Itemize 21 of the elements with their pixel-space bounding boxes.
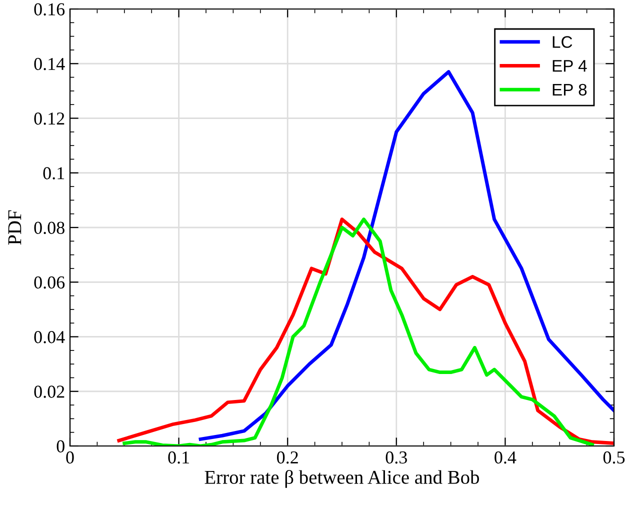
y-tick-label: 0.08: [34, 222, 64, 234]
x-tick-label: 0.2: [277, 451, 298, 464]
legend-label: LC: [552, 36, 572, 48]
x-tick-label: 0.1: [168, 451, 189, 464]
y-tick-label: 0.1: [43, 167, 64, 180]
x-tick-label: 0.5: [603, 451, 625, 464]
legend-label: EP 4: [552, 60, 587, 72]
x-tick-label: 0.4: [494, 451, 516, 464]
legend-label: EP 8: [552, 84, 587, 96]
x-tick-label: 0: [66, 451, 74, 464]
y-tick-label: 0.04: [34, 331, 65, 344]
y-axis-title: PDF: [8, 210, 22, 245]
x-tick-label: 0.3: [386, 451, 407, 464]
y-tick-label: 0.16: [34, 3, 65, 16]
y-tick-label: 0.06: [34, 276, 65, 289]
y-tick-label: 0: [56, 440, 64, 452]
line-series: [198, 70, 614, 441]
y-tick-label: 0.14: [34, 58, 65, 70]
y-tick-label: 0.12: [34, 112, 64, 125]
x-axis-title: Error rate β between Alice and Bob: [204, 470, 480, 488]
y-tick-label: 0.02: [34, 386, 64, 398]
